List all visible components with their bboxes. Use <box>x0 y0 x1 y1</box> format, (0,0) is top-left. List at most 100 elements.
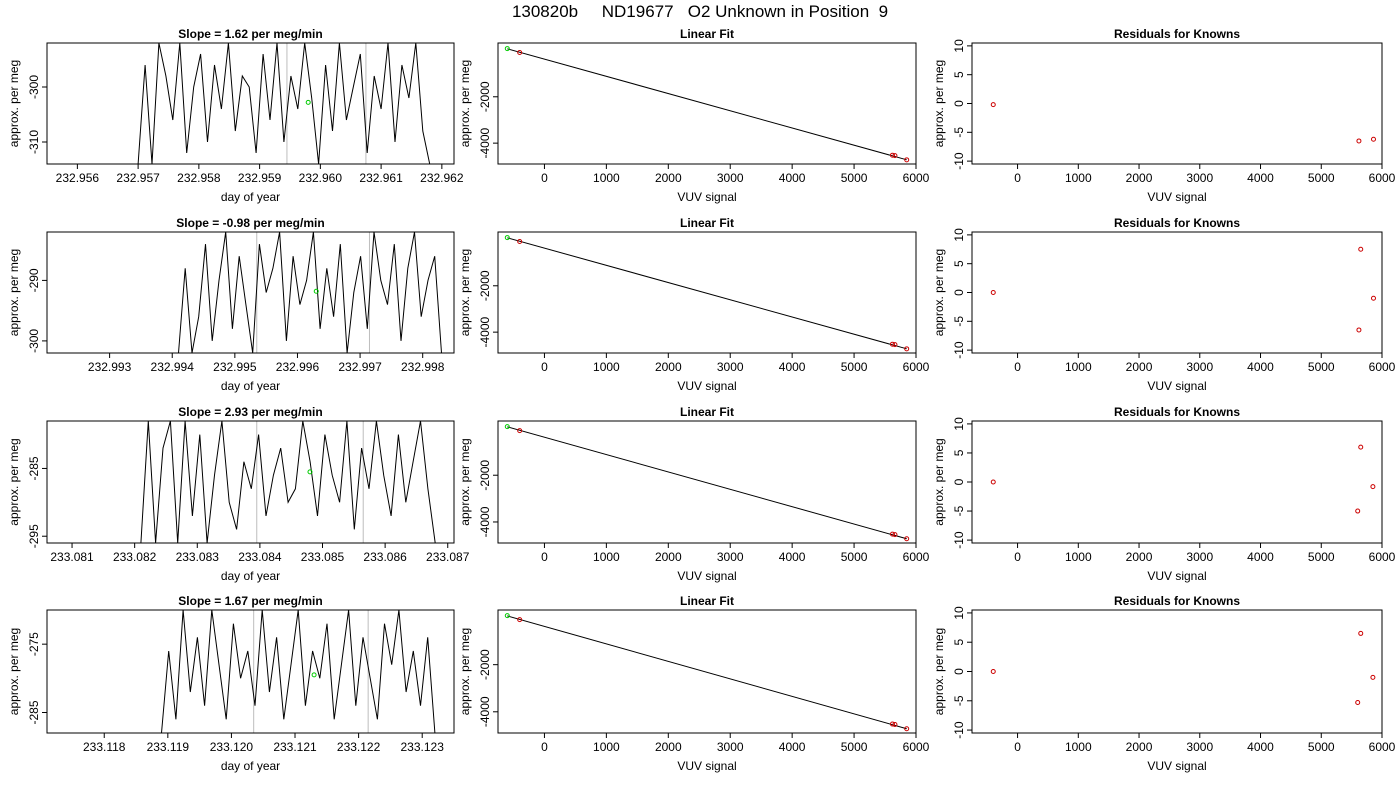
panel-4-slope-ylabel: approx. per meg <box>7 628 21 715</box>
panel-2-fit-xtick-label: 1000 <box>593 360 620 374</box>
panel-3-fit-ylabel: approx. per meg <box>458 438 472 525</box>
panel-2-fit-ytick-label: -2000 <box>478 270 492 301</box>
panel-2-fit-xtick-label: 5000 <box>841 360 868 374</box>
panel-3-fit-xlabel: VUV signal <box>677 569 736 583</box>
panel-3-residuals-xtick-label: 5000 <box>1308 550 1335 564</box>
panel-4-residuals-xtick-label: 3000 <box>1186 740 1213 754</box>
panel-2-slope-xlabel: day of year <box>221 379 280 393</box>
panel-2-fit-ytick-label: -4000 <box>478 316 492 347</box>
panel-3-slope-xtick-label: 233.083 <box>176 550 220 564</box>
panel-3-residuals-ytick-label: -10 <box>952 531 966 549</box>
panel-2-fit-title: Linear Fit <box>680 216 734 230</box>
panel-3-residuals-xtick-label: 6000 <box>1369 550 1396 564</box>
panel-1-residuals-xtick-label: 1000 <box>1065 171 1092 185</box>
panel-4-residuals-ytick-label: 0 <box>952 668 966 675</box>
panel-2-residuals-xtick-label: 5000 <box>1308 360 1335 374</box>
panel-4-slope-xtick-label: 233.120 <box>210 740 254 754</box>
panel-1-slope-xtick-label: 232.961 <box>359 171 403 185</box>
panel-1-residuals-xtick-label: 0 <box>1014 171 1021 185</box>
panel-2-fit-red-point <box>889 341 895 347</box>
panel-2-slope-ylabel: approx. per meg <box>7 249 21 336</box>
panel-3-residuals-xtick-label: 3000 <box>1186 550 1213 564</box>
panel-1-fit-xtick-label: 0 <box>541 171 548 185</box>
panel-4-residuals-xlabel: VUV signal <box>1147 759 1206 773</box>
panel-1-slope-frame <box>46 42 455 165</box>
panel-3-fit-title: Linear Fit <box>680 405 734 419</box>
panel-4-slope-xlabel: day of year <box>221 759 280 773</box>
panel-1-fit-ytick-label: -2000 <box>478 81 492 112</box>
panel-4-slope-green-point <box>311 672 317 678</box>
panel-1-fit-ylabel: approx. per meg <box>458 60 472 147</box>
panel-3-residuals-red-point <box>990 479 996 485</box>
panel-3-slope-xtick-label: 233.084 <box>238 550 282 564</box>
panel-1-slope-xtick-label: 232.959 <box>238 171 282 185</box>
panel-1-residuals-red-point <box>990 102 996 108</box>
panel-4-slope-xtick-label: 233.121 <box>273 740 317 754</box>
panel-2-fit-xtick-label: 0 <box>541 360 548 374</box>
panel-4-fit-xtick-label: 5000 <box>841 740 868 754</box>
panel-2-residuals-ytick-label: 5 <box>952 260 966 267</box>
panel-2-residuals-ytick-label: 10 <box>952 228 966 242</box>
panel-4-fit-ytick-label: -4000 <box>478 696 492 727</box>
panel-2-residuals-xtick-label: 6000 <box>1369 360 1396 374</box>
panel-1-fit-ytick-label: -4000 <box>478 127 492 158</box>
panel-3-slope-xtick-label: 233.086 <box>363 550 407 564</box>
panel-4-residuals-xtick-label: 2000 <box>1126 740 1153 754</box>
panel-1-slope-xtick-label: 232.956 <box>56 171 100 185</box>
panel-2-slope-xtick-label: 232.998 <box>401 360 445 374</box>
panel-3-fit-red-point <box>517 428 523 434</box>
panel-4-residuals-ytick-label: -5 <box>952 695 966 706</box>
panel-4-residuals-red-point <box>990 669 996 674</box>
panel-3-residuals-title: Residuals for Knowns <box>1114 405 1240 419</box>
panel-3-residuals-frame <box>971 420 1383 544</box>
panel-2-residuals-xtick-label: 2000 <box>1126 360 1153 374</box>
panel-1-residuals-xtick-label: 3000 <box>1186 171 1213 185</box>
panel-2-residuals-title: Residuals for Knowns <box>1114 216 1240 230</box>
panel-2-slope-trace-line <box>178 232 442 353</box>
panel-3-fit-red-point <box>892 532 898 538</box>
panel-4-fit-xtick-label: 3000 <box>717 740 744 754</box>
panel-2-fit-green-point <box>504 235 510 241</box>
panel-1-residuals-title: Residuals for Knowns <box>1114 27 1240 41</box>
panel-2-fit-xtick-label: 2000 <box>655 360 682 374</box>
panel-4-slope-xtick-label: 233.122 <box>337 740 381 754</box>
panel-1-residuals-xtick-label: 5000 <box>1308 171 1335 185</box>
panel-1-fit-xtick-label: 1000 <box>593 171 620 185</box>
panel-4-fit-xtick-label: 4000 <box>779 740 806 754</box>
panel-1-slope-xtick-label: 232.960 <box>299 171 343 185</box>
panel-4-fit-xtick-label: 2000 <box>655 740 682 754</box>
panel-2-fit-xlabel: VUV signal <box>677 379 736 393</box>
panel-1-slope-xlabel: day of year <box>221 190 280 204</box>
panel-4-residuals-title: Residuals for Knowns <box>1114 594 1240 608</box>
panel-2-residuals-xlabel: VUV signal <box>1147 379 1206 393</box>
panel-1-residuals-ylabel: approx. per meg <box>932 60 946 147</box>
panel-3-fit-xtick-label: 2000 <box>655 550 682 564</box>
panel-4-fit-red-point <box>517 617 523 623</box>
panel-3-fit-ytick-label: -4000 <box>478 506 492 537</box>
panel-3-fit-green-point <box>504 424 510 430</box>
panel-1-residuals-ytick-label: 5 <box>952 71 966 78</box>
panel-3-fit-xtick-label: 5000 <box>841 550 868 564</box>
panel-2-slope-frame <box>46 231 455 354</box>
panel-3-slope-xtick-label: 233.085 <box>301 550 345 564</box>
panel-3-fit-frame <box>497 420 917 544</box>
panel-2-fit-red-point <box>892 342 898 348</box>
panel-1-fit-red-point <box>892 153 898 159</box>
panel-4-fit-fit-line <box>507 615 907 730</box>
panel-4-slope-xtick-label: 233.118 <box>83 740 126 754</box>
panel-3-slope-xtick-label: 233.087 <box>426 550 470 564</box>
panel-1-fit-xtick-label: 3000 <box>717 171 744 185</box>
panel-2-fit-frame <box>497 231 917 354</box>
panel-3-slope-ylabel: approx. per meg <box>7 438 21 525</box>
panel-4-slope-title: Slope = 1.67 per meg/min <box>178 594 322 608</box>
panel-3-slope-ytick-label: -295 <box>27 524 41 548</box>
panel-4-residuals-ytick-label: 5 <box>952 639 966 646</box>
panel-2-slope-xtick-label: 232.994 <box>151 360 195 374</box>
panel-2-residuals-red-point <box>1370 295 1376 301</box>
panel-1-residuals-ytick-label: 0 <box>952 100 966 107</box>
panel-4-residuals-ylabel: approx. per meg <box>932 628 946 715</box>
panel-3-slope-xlabel: day of year <box>221 569 280 583</box>
panel-4-slope-trace-line <box>161 610 436 733</box>
panel-3-fit-red-point <box>889 531 895 537</box>
